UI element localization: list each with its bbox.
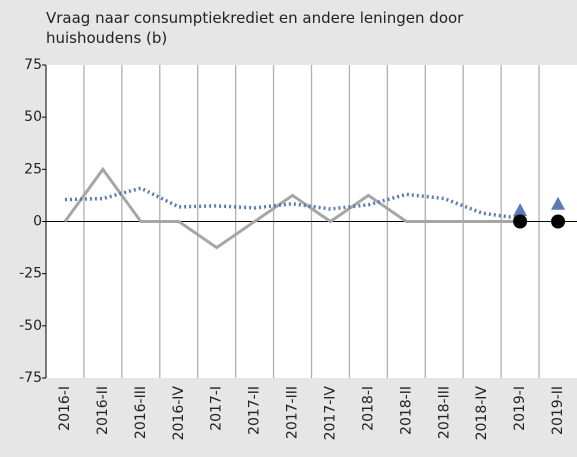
- x-tick-label: 2016-II: [95, 386, 111, 435]
- y-tick-label: -25: [19, 266, 42, 282]
- x-tick-label: 2016-IV: [171, 386, 187, 441]
- chart-title: Vraag naar consumptiekrediet en andere l…: [46, 9, 464, 47]
- y-tick-label: -75: [19, 370, 42, 386]
- circle-marker: [513, 214, 528, 229]
- x-tick-label: 2019-I: [512, 386, 528, 431]
- x-tick-label: 2016-III: [133, 386, 149, 439]
- y-tick-label: 0: [33, 214, 42, 230]
- circle-marker: [551, 214, 566, 229]
- triangle-marker: [551, 196, 566, 210]
- x-tick-label: 2018-III: [436, 386, 452, 439]
- y-tick-label: 50: [24, 109, 42, 125]
- x-tick-label: 2017-II: [247, 386, 263, 435]
- triangle-marker: [513, 203, 528, 217]
- series-line: [63, 166, 521, 250]
- x-tick-label: 2017-IV: [322, 386, 338, 441]
- y-tick-label: 25: [24, 161, 42, 177]
- x-tick-label: 2018-IV: [474, 386, 490, 441]
- x-tick-label: 2016-I: [57, 386, 73, 431]
- x-tick-label: 2018-II: [398, 386, 414, 435]
- x-tick-label: 2017-I: [209, 386, 225, 431]
- x-tick-label: 2017-III: [285, 386, 301, 439]
- x-tick-label: 2018-I: [360, 386, 376, 431]
- y-tick-label: -50: [19, 318, 42, 334]
- x-tick-label: 2019-II: [550, 386, 566, 435]
- y-tick-label: 75: [24, 57, 42, 73]
